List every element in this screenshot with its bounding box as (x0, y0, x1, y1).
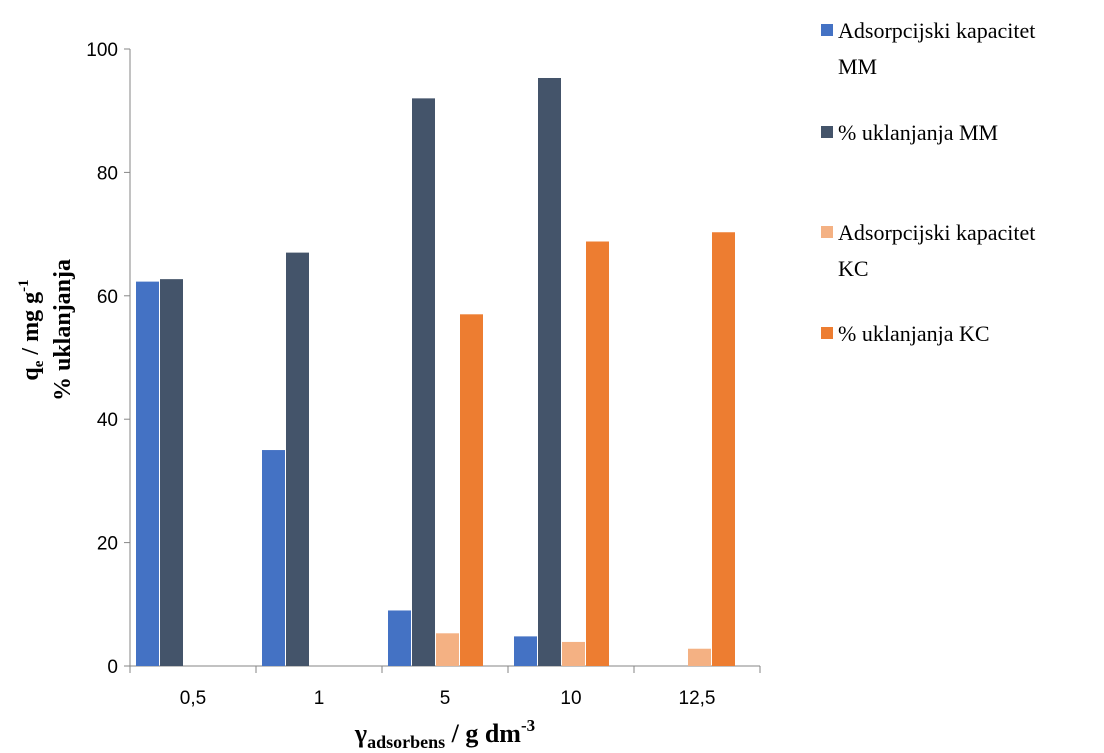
x-title-sub: adsorbens (367, 732, 445, 752)
bar-s0-c2 (388, 610, 411, 666)
y-title-sub: e (31, 360, 47, 367)
legend-label-0: Adsorpcijski kapacitet (838, 18, 1035, 43)
bars-group (136, 77, 735, 667)
x-tick-label-4: 12,5 (679, 688, 716, 709)
legend-label-2: Adsorpcijski kapacitet (838, 220, 1035, 245)
bar-s1-c2 (412, 98, 435, 667)
y-axis-ticks: 0 20 40 60 80 100 (86, 40, 130, 678)
legend-swatch-0 (821, 24, 833, 36)
y-tick-label-2: 40 (97, 410, 118, 431)
bar-s0-c3 (514, 636, 537, 666)
x-tick-label-1: 1 (314, 688, 325, 709)
y-tick-label-0: 0 (107, 657, 118, 678)
legend-swatch-1 (821, 126, 833, 138)
legend-label-2b: KC (838, 256, 869, 281)
y-title-unit: / mg g (18, 292, 44, 361)
y-tick-label-5: 100 (86, 40, 118, 61)
y-tick-label-3: 60 (97, 287, 118, 308)
x-tick-label-2: 5 (440, 688, 451, 709)
y-title-sup: -1 (16, 279, 32, 292)
bar-s3-c3 (586, 241, 609, 666)
x-title-unit: / g dm (445, 719, 521, 748)
y-title-q: q (18, 367, 44, 381)
legend-swatch-3 (821, 327, 833, 339)
y-axis-title: qe / mg g-1 % uklanjanja (16, 259, 76, 401)
legend-label-1: % uklanjanja MM (838, 120, 998, 145)
bar-s1-c0 (160, 279, 183, 666)
bar-s1-c1 (286, 252, 309, 667)
bar-s0-c1 (262, 450, 285, 666)
bar-s0-c0 (136, 281, 159, 666)
x-axis-title: γadsorbens / g dm-3 (354, 716, 535, 752)
bar-s3-c2 (460, 314, 483, 666)
bar-s3-c4 (712, 232, 735, 666)
bar-s2-c4 (688, 648, 711, 666)
y-tick-label-4: 80 (97, 163, 118, 184)
svg-text:qe / mg g-1: qe / mg g-1 (16, 279, 47, 380)
x-title-sup: -3 (521, 716, 535, 735)
x-tick-label-0: 0,5 (180, 688, 206, 709)
legend: Adsorpcijski kapacitet MM % uklanjanja M… (821, 18, 1035, 346)
bar-s2-c2 (436, 633, 459, 666)
legend-label-0b: MM (838, 54, 877, 79)
x-title-gamma: γ (354, 719, 367, 748)
y-tick-label-1: 20 (97, 534, 118, 555)
legend-label-3: % uklanjanja KC (838, 321, 990, 346)
bar-s2-c3 (562, 641, 585, 666)
x-axis-ticks: 0,5 1 5 10 12,5 (129, 666, 761, 709)
bar-s1-c3 (538, 77, 561, 666)
y-title-line2: % uklanjanja (50, 259, 76, 401)
x-tick-label-3: 10 (560, 688, 581, 709)
legend-swatch-2 (821, 226, 833, 238)
